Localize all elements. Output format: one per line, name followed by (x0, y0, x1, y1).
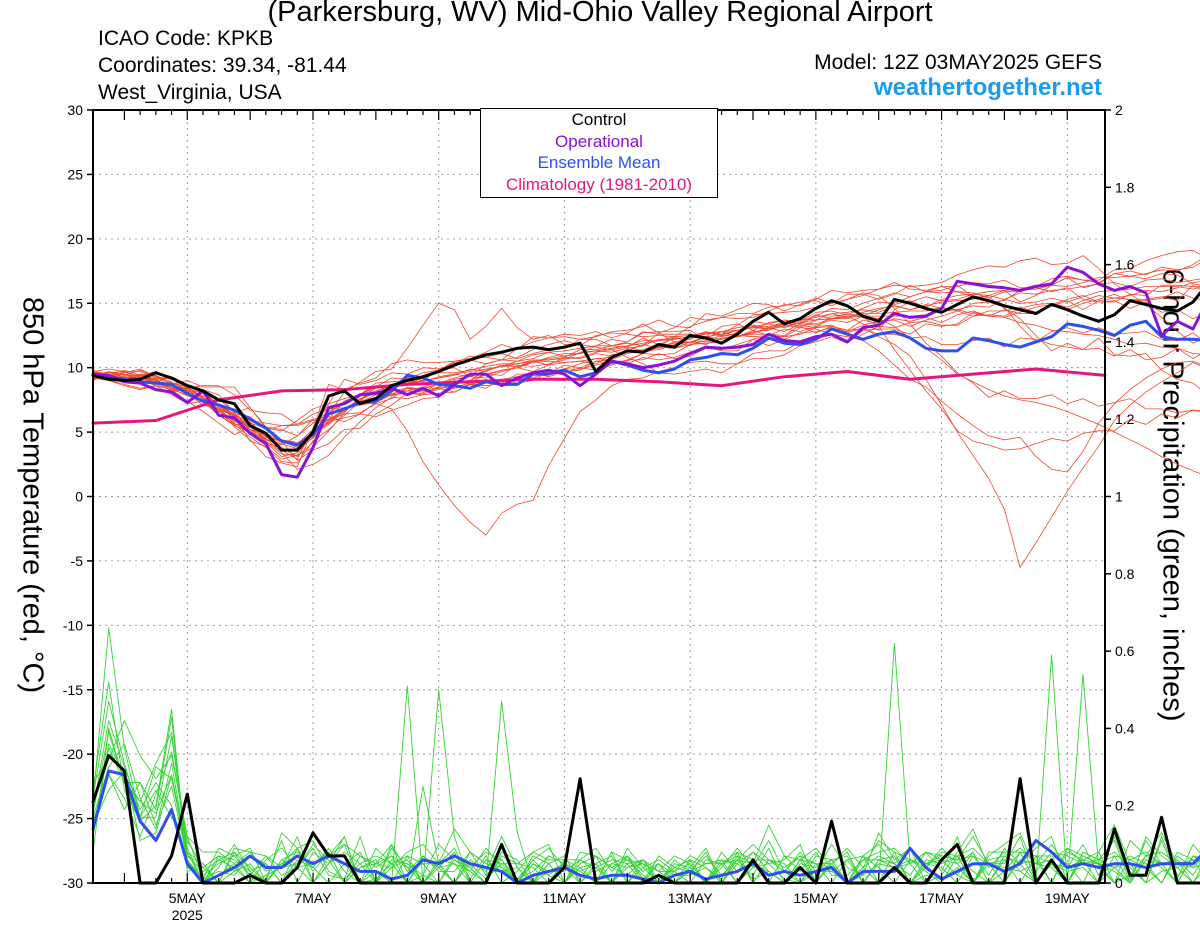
left-tick-label: 30 (67, 102, 83, 118)
ensemble-members (92, 249, 1200, 884)
legend-operational: Operational (555, 131, 643, 151)
left-tick-label: 5 (75, 424, 83, 440)
left-tick-label: 20 (67, 231, 83, 247)
axes: 302520151050-5-10-15-20-25-3021.81.61.41… (63, 102, 1135, 923)
right-tick-label: 1.4 (1115, 334, 1135, 350)
date-tick-label: 7MAY (294, 890, 332, 906)
year-label: 2025 (172, 907, 203, 923)
right-tick-label: 0.8 (1115, 566, 1135, 582)
left-tick-label: 15 (67, 295, 83, 311)
precip-control-line (91, 754, 1200, 885)
precip-member-line (92, 642, 1200, 884)
left-tick-label: 25 (67, 166, 83, 182)
date-tick-label: 13MAY (668, 890, 714, 906)
temp-member-line (92, 284, 1200, 460)
date-tick-label: 9MAY (420, 890, 458, 906)
right-tick-label: 0.6 (1115, 643, 1135, 659)
grid-lines (93, 109, 1105, 884)
left-tick-label: 0 (75, 489, 83, 505)
site-link[interactable]: weathertogether.net (873, 74, 1102, 101)
right-tick-label: 1.8 (1115, 179, 1135, 195)
right-tick-label: 1.2 (1115, 411, 1135, 427)
temp-control-line (91, 290, 1200, 452)
right-tick-label: 0 (1115, 875, 1123, 891)
model-run: Model: 12Z 03MAY2025 GEFS (814, 51, 1102, 74)
legend: Control Operational Ensemble Mean Climat… (480, 108, 718, 198)
left-tick-label: -20 (63, 746, 83, 762)
temp-mean-line (91, 319, 1200, 447)
temp-member-line (92, 324, 1200, 568)
precip-member-line (92, 681, 1200, 884)
temp-member-line (92, 273, 1200, 468)
temp-member-line (92, 255, 1200, 432)
chart-title: (Parkersburg, WV) Mid-Ohio Valley Region… (267, 0, 933, 28)
date-tick-label: 5MAY (169, 890, 207, 906)
temp-operational-line (91, 265, 1200, 479)
date-tick-label: 19MAY (1045, 890, 1091, 906)
left-tick-label: 10 (67, 360, 83, 376)
date-tick-label: 15MAY (793, 890, 839, 906)
left-tick-label: -10 (63, 617, 83, 633)
left-tick-label: -25 (63, 811, 83, 827)
date-tick-label: 17MAY (919, 890, 965, 906)
region: West_Virginia, USA (98, 81, 282, 104)
temp-member-line (92, 292, 1200, 464)
right-tick-label: 1.6 (1115, 257, 1135, 273)
right-tick-label: 2 (1115, 102, 1123, 118)
precip-member-line (92, 770, 1200, 884)
date-tick-label: 11MAY (543, 890, 587, 906)
legend-climatology: Climatology (1981-2010) (505, 174, 693, 194)
right-tick-label: 1 (1115, 489, 1123, 505)
precip-member-line (92, 716, 1200, 884)
temp-member-line (92, 304, 1200, 450)
temp-member-line (92, 278, 1200, 456)
legend-ensemble-mean: Ensemble Mean (537, 153, 661, 172)
right-tick-label: 0.4 (1115, 720, 1135, 736)
left-tick-label: -15 (63, 682, 83, 698)
climatology-line (91, 367, 1107, 425)
legend-control: Control (571, 110, 627, 129)
right-tick-label: 0.2 (1115, 798, 1135, 814)
coordinates: Coordinates: 39.34, -81.44 (98, 54, 347, 77)
left-tick-label: -5 (71, 553, 84, 569)
left-tick-label: -30 (63, 875, 83, 891)
icao-code: ICAO Code: KPKB (98, 27, 274, 50)
main-series (91, 265, 1200, 885)
